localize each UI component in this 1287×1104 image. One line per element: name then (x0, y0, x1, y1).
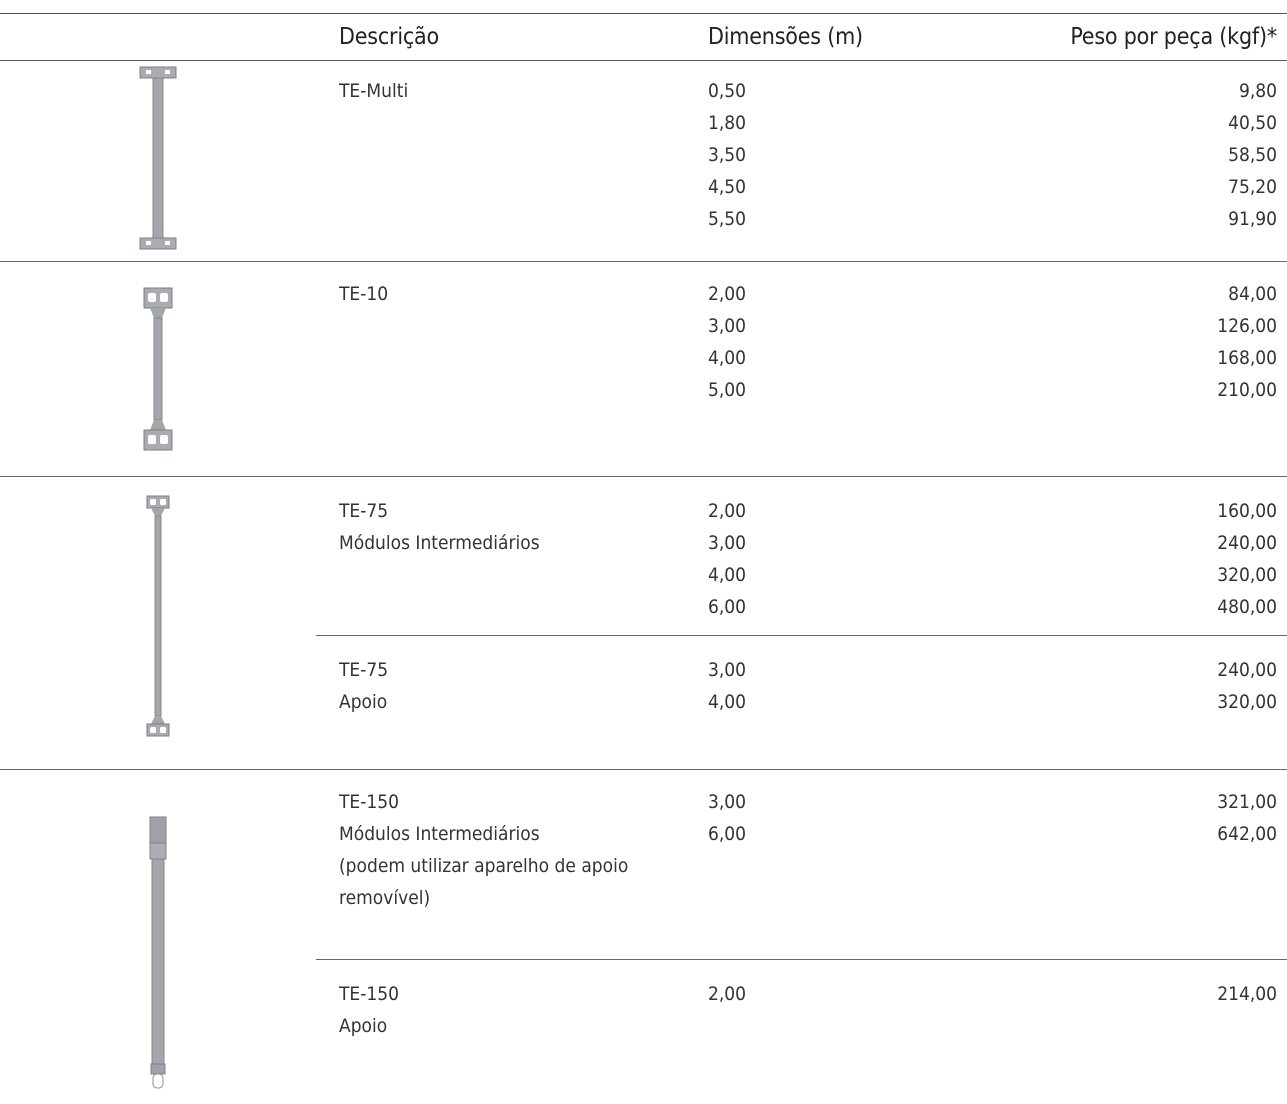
row-1-weights: 9,80 40,50 58,50 75,20 91,90 (1228, 80, 1277, 230)
row-1-dimensions: 0,50 1,80 3,50 4,50 5,50 (708, 80, 747, 230)
row-6-weights: 214,00 (1217, 983, 1277, 1005)
row-separator-2 (0, 476, 1287, 477)
row-1-description: TE-Multi (339, 80, 409, 102)
sub-row-separator-5 (316, 959, 1287, 960)
bracket-pole-small-icon (139, 66, 177, 250)
header-weight: Peso por peça (kgf)* (1070, 24, 1277, 50)
row-5-dimensions: 3,00 6,00 (708, 791, 747, 845)
row-5-description: TE-150 Módulos Intermediários (podem uti… (339, 791, 629, 909)
bracket-pole-tall-icon (146, 495, 170, 737)
row-4-weights: 240,00 320,00 (1217, 659, 1277, 713)
row-3-dimensions: 2,00 3,00 4,00 6,00 (708, 500, 747, 618)
top-rule (0, 13, 1287, 14)
column-pole-icon (149, 816, 167, 1089)
row-6-description: TE-150 Apoio (339, 983, 400, 1037)
header-description: Descrição (339, 24, 439, 50)
row-separator-4 (0, 769, 1287, 770)
header-dimensions: Dimensões (m) (708, 24, 863, 50)
row-separator-1 (0, 261, 1287, 262)
bracket-pole-double-icon (143, 287, 173, 451)
row-4-description: TE-75 Apoio (339, 659, 389, 713)
sub-row-separator-3 (316, 635, 1287, 636)
row-2-description: TE-10 (339, 283, 389, 305)
row-6-dimensions: 2,00 (708, 983, 747, 1005)
header-rule (0, 60, 1287, 61)
row-3-weights: 160,00 240,00 320,00 480,00 (1217, 500, 1277, 618)
row-2-weights: 84,00 126,00 168,00 210,00 (1217, 283, 1277, 401)
row-3-description: TE-75 Módulos Intermediários (339, 500, 540, 554)
row-2-dimensions: 2,00 3,00 4,00 5,00 (708, 283, 747, 401)
row-4-dimensions: 3,00 4,00 (708, 659, 747, 713)
row-5-weights: 321,00 642,00 (1217, 791, 1277, 845)
